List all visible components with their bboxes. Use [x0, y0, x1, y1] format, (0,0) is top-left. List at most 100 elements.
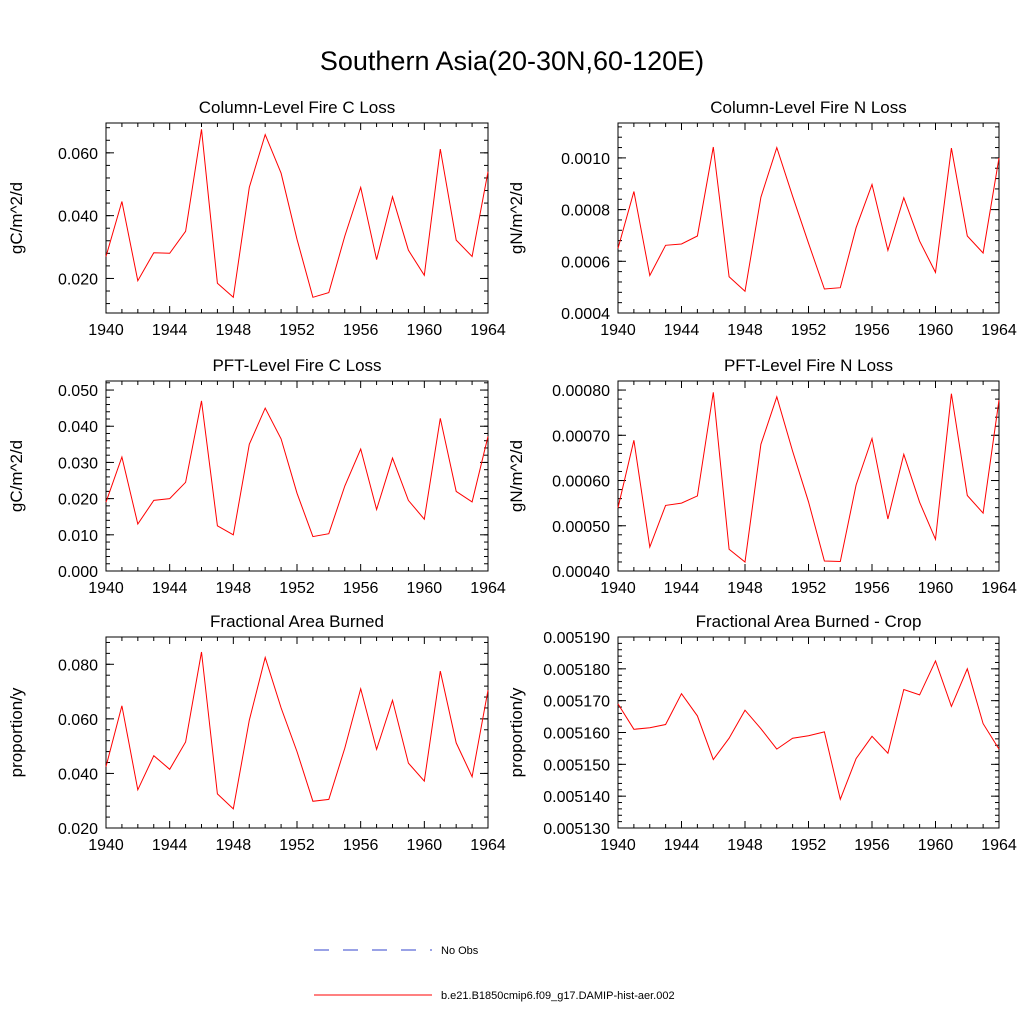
- x-tick-label: 1952: [791, 322, 827, 339]
- y-tick-label: 0.0008: [561, 203, 610, 220]
- x-tick-label: 1960: [918, 837, 954, 854]
- x-tick-label: 1952: [279, 837, 315, 854]
- y-tick-label: 0.080: [58, 657, 98, 674]
- y-tick-label: 0.005150: [543, 757, 610, 774]
- y-tick-label: 0.010: [58, 528, 98, 545]
- chart-panel-3: 1940 1944 1948 1952 1956 1960 1964 0.000 0.010 0.…: [7, 356, 506, 597]
- x-tick-label: 1964: [470, 580, 506, 597]
- x-tick-label: 1956: [854, 322, 890, 339]
- y-tick-label: 0.0010: [561, 151, 610, 168]
- x-tick-label: 1956: [343, 837, 379, 854]
- x-tick-label: 1960: [407, 580, 443, 597]
- y-tick-label: 0.040: [58, 209, 98, 226]
- x-tick-label: 1940: [600, 322, 636, 339]
- chart-panel-5: 1940 1944 1948 1952 1956 1960 1964 0.020 0.040 0.…: [7, 612, 506, 854]
- chart-panel-4: 1940 1944 1948 1952 1956 1960 1964 0.00040 0.000…: [507, 356, 1017, 597]
- series-line: [617, 392, 1000, 563]
- x-tick-label: 1956: [854, 837, 890, 854]
- x-tick-label: 1956: [343, 580, 379, 597]
- x-tick-label: 1944: [152, 580, 188, 597]
- y-tick-label: 0.020: [58, 821, 98, 838]
- x-tick-label: 1940: [88, 580, 124, 597]
- chart-panel-6: 1940 1944 1948 1952 1956 1960 1964 0.005130 0.00…: [507, 612, 1017, 854]
- x-tick-label: 1952: [791, 837, 827, 854]
- panel-title: Fractional Area Burned - Crop: [696, 612, 922, 631]
- y-tick-label: 0.040: [58, 766, 98, 783]
- plot-frame: [105, 636, 489, 829]
- legend-label-model: b.e21.B1850cmip6.f09_g17.DAMIP-hist-aer.…: [441, 990, 675, 1002]
- x-tick-label: 1960: [918, 580, 954, 597]
- y-tick-label: 0.00060: [552, 474, 610, 491]
- plot-frame: [617, 636, 1000, 829]
- x-tick-label: 1944: [664, 580, 700, 597]
- y-axis-label: gC/m^2/d: [7, 440, 26, 512]
- x-tick-label: 1944: [664, 322, 700, 339]
- legend: No Obs b.e21.B1850cmip6.f09_g17.DAMIP-hi…: [314, 945, 675, 1002]
- x-tick-label: 1948: [216, 837, 252, 854]
- x-tick-label: 1940: [88, 837, 124, 854]
- y-axis-label: proportion/y: [507, 687, 526, 777]
- x-tick-label: 1948: [216, 322, 252, 339]
- x-tick-label: 1948: [727, 322, 763, 339]
- y-tick-label: 0.050: [58, 383, 98, 400]
- x-tick-label: 1944: [152, 837, 188, 854]
- y-tick-label: 0.00050: [552, 519, 610, 536]
- y-tick-label: 0.005190: [543, 630, 610, 647]
- x-tick-label: 1952: [791, 580, 827, 597]
- panel-title: PFT-Level Fire C Loss: [212, 356, 381, 375]
- plot-frame: [617, 122, 1000, 314]
- y-tick-label: 0.040: [58, 419, 98, 436]
- x-tick-label: 1956: [343, 322, 379, 339]
- x-tick-label: 1948: [727, 580, 763, 597]
- y-tick-label: 0.020: [58, 492, 98, 509]
- y-tick-label: 0.000: [58, 564, 98, 581]
- x-tick-label: 1940: [600, 837, 636, 854]
- x-tick-label: 1960: [407, 837, 443, 854]
- series-line: [617, 145, 1000, 293]
- y-tick-label: 0.030: [58, 455, 98, 472]
- x-tick-label: 1940: [600, 580, 636, 597]
- panel-title: Column-Level Fire N Loss: [710, 98, 907, 117]
- x-tick-label: 1964: [470, 837, 506, 854]
- x-tick-label: 1964: [981, 580, 1017, 597]
- y-tick-label: 0.005160: [543, 726, 610, 743]
- y-tick-label: 0.060: [58, 146, 98, 163]
- y-tick-label: 0.00040: [552, 564, 610, 581]
- y-tick-label: 0.005170: [543, 694, 610, 711]
- chart-panel-1: 1940 1944 1948 1952 1956 1960 1964 0.020 0.040 0.…: [7, 98, 506, 339]
- y-tick-label: 0.005140: [543, 789, 610, 806]
- panel-title: Column-Level Fire C Loss: [199, 98, 396, 117]
- series-line: [105, 400, 489, 538]
- x-tick-label: 1940: [88, 322, 124, 339]
- x-tick-label: 1956: [854, 580, 890, 597]
- y-axis-label: gN/m^2/d: [507, 182, 526, 254]
- panel-title: PFT-Level Fire N Loss: [724, 356, 893, 375]
- y-tick-label: 0.020: [58, 271, 98, 288]
- plot-frame: [617, 380, 1000, 572]
- y-tick-label: 0.00070: [552, 428, 610, 445]
- y-axis-label: gC/m^2/d: [7, 182, 26, 254]
- x-tick-label: 1960: [407, 322, 443, 339]
- x-tick-label: 1948: [216, 580, 252, 597]
- y-tick-label: 0.005130: [543, 821, 610, 838]
- x-tick-label: 1964: [470, 322, 506, 339]
- panel-title: Fractional Area Burned: [210, 612, 384, 631]
- plot-frame: [105, 122, 489, 314]
- chart-panel-2: 1940 1944 1948 1952 1956 1960 1964 0.0004 0.0006…: [507, 98, 1017, 339]
- x-tick-label: 1964: [981, 837, 1017, 854]
- y-tick-label: 0.005180: [543, 662, 610, 679]
- series-line: [105, 129, 489, 299]
- y-tick-label: 0.060: [58, 712, 98, 729]
- legend-label-no-obs: No Obs: [441, 945, 479, 957]
- x-tick-label: 1964: [981, 322, 1017, 339]
- x-tick-label: 1952: [279, 580, 315, 597]
- y-axis-label: proportion/y: [7, 687, 26, 777]
- x-tick-label: 1960: [918, 322, 954, 339]
- page-title: Southern Asia(20-30N,60-120E): [319, 46, 705, 76]
- x-tick-label: 1952: [279, 322, 315, 339]
- y-tick-label: 0.0004: [561, 306, 610, 323]
- y-tick-label: 0.0006: [561, 254, 610, 271]
- x-tick-label: 1944: [152, 322, 188, 339]
- x-tick-label: 1944: [664, 837, 700, 854]
